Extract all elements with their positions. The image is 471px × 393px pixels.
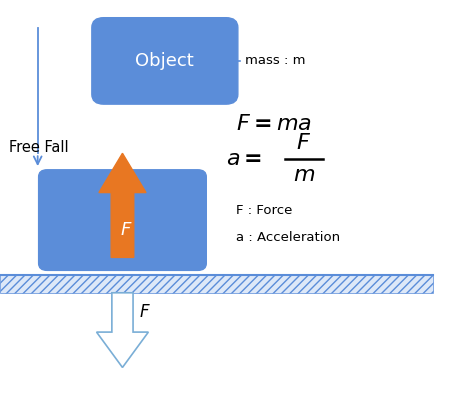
FancyBboxPatch shape <box>39 170 206 270</box>
Text: Free Fall: Free Fall <box>9 140 69 155</box>
Polygon shape <box>97 293 148 367</box>
Text: F : Force: F : Force <box>236 204 292 217</box>
Text: $\mathbf{\mathit{m}}$: $\mathbf{\mathit{m}}$ <box>292 165 315 185</box>
Text: mass : m: mass : m <box>245 54 305 68</box>
Text: $\mathit{F}$: $\mathit{F}$ <box>139 303 151 321</box>
Text: $\mathbf{\mathit{a}=}$: $\mathbf{\mathit{a}=}$ <box>226 149 262 169</box>
Text: Object: Object <box>136 52 194 70</box>
Text: a : Acceleration: a : Acceleration <box>236 231 340 244</box>
Text: $\mathit{F}$: $\mathit{F}$ <box>120 221 132 239</box>
Text: $\mathbf{\mathit{F}=\mathit{ma}}$: $\mathbf{\mathit{F}=\mathit{ma}}$ <box>236 114 311 134</box>
Bar <box>0 275 433 293</box>
FancyBboxPatch shape <box>92 18 238 104</box>
Text: $\mathbf{\mathit{F}}$: $\mathbf{\mathit{F}}$ <box>296 134 311 153</box>
Polygon shape <box>99 153 146 257</box>
